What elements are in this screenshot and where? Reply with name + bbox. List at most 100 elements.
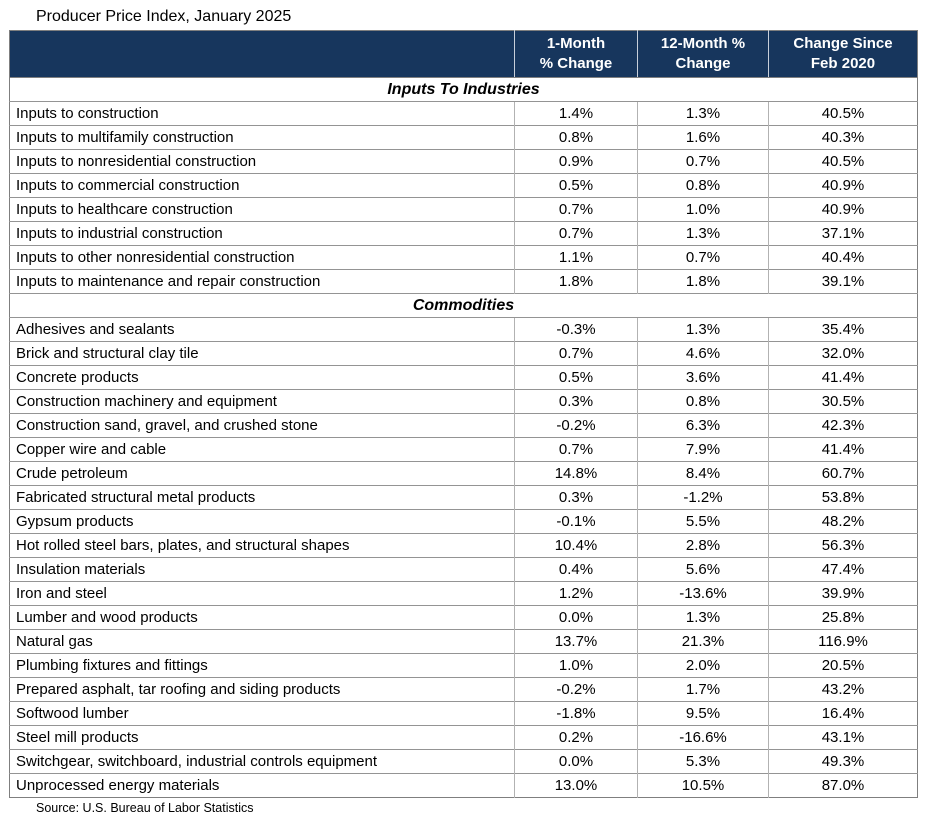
value-12-month-pct-change: 1.0% — [637, 197, 769, 222]
value-1-month-pct-change: -0.3% — [514, 317, 638, 342]
column-header-blank — [9, 30, 515, 78]
value-12-month-pct-change: 3.6% — [637, 365, 769, 390]
value-12-month-pct-change: 0.8% — [637, 173, 769, 198]
table-row: Insulation materials 0.4% 5.6% 47.4% — [9, 557, 918, 582]
table-row: Plumbing fixtures and fittings 1.0% 2.0% 20… — [9, 653, 918, 678]
value-change-since-feb-2020: 42.3% — [768, 413, 918, 438]
table-row: Hot rolled steel bars, plates, and struc… — [9, 533, 918, 558]
value-1-month-pct-change: 0.0% — [514, 749, 638, 774]
table-row: Crude petroleum 14.8% 8.4% 60.7% — [9, 461, 918, 486]
value-12-month-pct-change: 2.0% — [637, 653, 769, 678]
row-label: Crude petroleum — [9, 461, 515, 486]
row-label: Construction sand, gravel, and crushed s… — [9, 413, 515, 438]
value-12-month-pct-change: 4.6% — [637, 341, 769, 366]
column-header-change-since-feb-2020: Change Since Feb 2020 — [768, 30, 918, 78]
value-change-since-feb-2020: 47.4% — [768, 557, 918, 582]
value-12-month-pct-change: 1.3% — [637, 221, 769, 246]
value-change-since-feb-2020: 43.2% — [768, 677, 918, 702]
value-change-since-feb-2020: 49.3% — [768, 749, 918, 774]
value-12-month-pct-change: 5.5% — [637, 509, 769, 534]
section-header-label: Inputs To Industries — [9, 77, 918, 102]
value-1-month-pct-change: 1.1% — [514, 245, 638, 270]
value-1-month-pct-change: 0.7% — [514, 341, 638, 366]
page-title: Producer Price Index, January 2025 — [36, 8, 292, 25]
value-change-since-feb-2020: 35.4% — [768, 317, 918, 342]
row-label: Copper wire and cable — [9, 437, 515, 462]
column-header-12-month-pct-change: 12-Month % Change — [637, 30, 769, 78]
value-change-since-feb-2020: 41.4% — [768, 365, 918, 390]
table-header-row: 1-Month% Change 12-Month % Change Change Si… — [9, 30, 918, 78]
table-row: Natural gas 13.7% 21.3% 116.9% — [9, 629, 918, 654]
value-12-month-pct-change: 1.6% — [637, 125, 769, 150]
value-change-since-feb-2020: 40.5% — [768, 149, 918, 174]
table-row: Prepared asphalt, tar roofing and siding… — [9, 677, 918, 702]
value-12-month-pct-change: -1.2% — [637, 485, 769, 510]
row-label: Brick and structural clay tile — [9, 341, 515, 366]
table-row: Inputs to construction 1.4% 1.3% 40.5% — [9, 101, 918, 126]
row-label: Construction machinery and equipment — [9, 389, 515, 414]
value-change-since-feb-2020: 37.1% — [768, 221, 918, 246]
value-12-month-pct-change: 0.8% — [637, 389, 769, 414]
value-change-since-feb-2020: 40.9% — [768, 197, 918, 222]
value-1-month-pct-change: 0.8% — [514, 125, 638, 150]
value-change-since-feb-2020: 41.4% — [768, 437, 918, 462]
section-header-row: Commodities — [9, 293, 918, 318]
value-12-month-pct-change: 2.8% — [637, 533, 769, 558]
value-change-since-feb-2020: 56.3% — [768, 533, 918, 558]
table-row: Unprocessed energy materials 13.0% 10.5% 87… — [9, 773, 918, 798]
value-change-since-feb-2020: 60.7% — [768, 461, 918, 486]
value-12-month-pct-change: -16.6% — [637, 725, 769, 750]
row-label: Inputs to construction — [9, 101, 515, 126]
section-header-label: Commodities — [9, 293, 918, 318]
value-change-since-feb-2020: 87.0% — [768, 773, 918, 798]
row-label: Softwood lumber — [9, 701, 515, 726]
value-12-month-pct-change: 8.4% — [637, 461, 769, 486]
value-1-month-pct-change: 0.2% — [514, 725, 638, 750]
value-1-month-pct-change: 1.2% — [514, 581, 638, 606]
table-row: Inputs to healthcare construction 0.7% 1.0… — [9, 197, 918, 222]
value-12-month-pct-change: 5.3% — [637, 749, 769, 774]
table-body: Inputs To Industries Inputs to constructi… — [9, 77, 918, 798]
row-label: Inputs to industrial construction — [9, 221, 515, 246]
value-change-since-feb-2020: 40.9% — [768, 173, 918, 198]
value-change-since-feb-2020: 30.5% — [768, 389, 918, 414]
row-label: Inputs to multifamily construction — [9, 125, 515, 150]
value-1-month-pct-change: 0.7% — [514, 197, 638, 222]
row-label: Unprocessed energy materials — [9, 773, 515, 798]
ppi-table: 1-Month% Change 12-Month % Change Change Si… — [9, 30, 918, 798]
value-1-month-pct-change: -1.8% — [514, 701, 638, 726]
value-change-since-feb-2020: 40.4% — [768, 245, 918, 270]
table-row: Construction sand, gravel, and crushed s… — [9, 413, 918, 438]
table-row: Switchgear, switchboard, industrial cont… — [9, 749, 918, 774]
row-label: Plumbing fixtures and fittings — [9, 653, 515, 678]
value-1-month-pct-change: 1.8% — [514, 269, 638, 294]
value-12-month-pct-change: 5.6% — [637, 557, 769, 582]
row-label: Prepared asphalt, tar roofing and siding… — [9, 677, 515, 702]
value-change-since-feb-2020: 32.0% — [768, 341, 918, 366]
value-change-since-feb-2020: 40.5% — [768, 101, 918, 126]
row-label: Inputs to commercial construction — [9, 173, 515, 198]
table-row: Copper wire and cable 0.7% 7.9% 41.4% — [9, 437, 918, 462]
row-label: Inputs to healthcare construction — [9, 197, 515, 222]
value-1-month-pct-change: 1.0% — [514, 653, 638, 678]
table-row: Lumber and wood products 0.0% 1.3% 25.8% — [9, 605, 918, 630]
value-1-month-pct-change: -0.2% — [514, 677, 638, 702]
table-row: Softwood lumber -1.8% 9.5% 16.4% — [9, 701, 918, 726]
value-1-month-pct-change: 14.8% — [514, 461, 638, 486]
value-change-since-feb-2020: 39.1% — [768, 269, 918, 294]
row-label: Steel mill products — [9, 725, 515, 750]
value-change-since-feb-2020: 20.5% — [768, 653, 918, 678]
row-label: Fabricated structural metal products — [9, 485, 515, 510]
row-label: Gypsum products — [9, 509, 515, 534]
row-label: Insulation materials — [9, 557, 515, 582]
value-12-month-pct-change: 10.5% — [637, 773, 769, 798]
value-1-month-pct-change: 13.0% — [514, 773, 638, 798]
row-label: Natural gas — [9, 629, 515, 654]
table-row: Fabricated structural metal products 0.3%… — [9, 485, 918, 510]
table-row: Construction machinery and equipment 0.3%… — [9, 389, 918, 414]
value-1-month-pct-change: 10.4% — [514, 533, 638, 558]
row-label: Concrete products — [9, 365, 515, 390]
value-12-month-pct-change: -13.6% — [637, 581, 769, 606]
table-row: Brick and structural clay tile 0.7% 4.6% 32… — [9, 341, 918, 366]
